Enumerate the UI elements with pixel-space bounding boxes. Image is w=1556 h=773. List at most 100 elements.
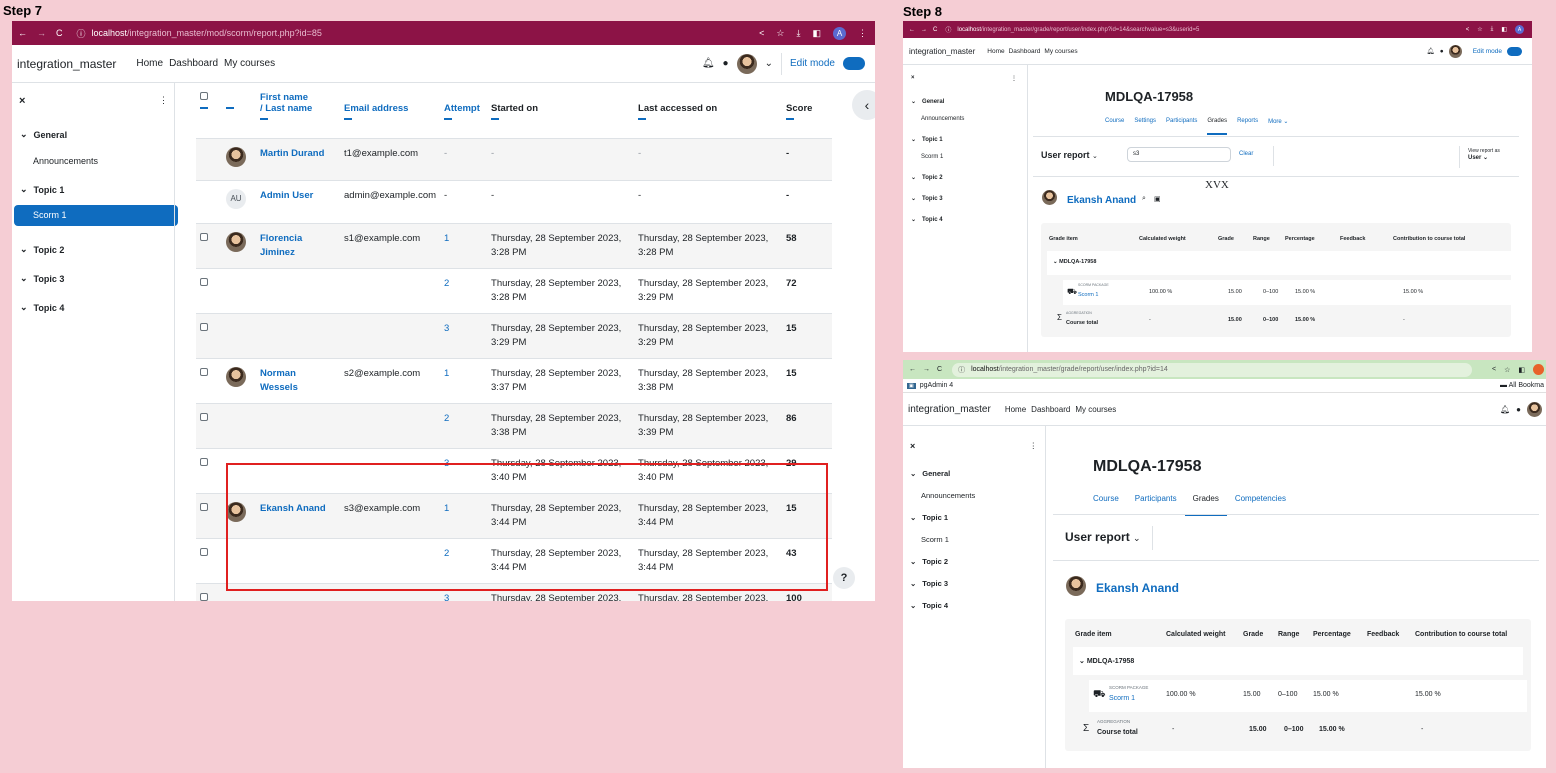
col-email[interactable]: Email address [340,84,441,139]
nav-my-courses[interactable]: My courses [1075,404,1117,414]
section-topic-2[interactable]: ⌄ Topic 2 [910,557,948,566]
back-icon[interactable]: ← [909,366,916,373]
sidepanel-icon[interactable]: ◧ [812,27,821,38]
tab-course[interactable]: Course [1105,118,1125,124]
drawer-menu-icon[interactable]: ⋮ [159,95,168,105]
col-started-on[interactable]: Started on [487,84,635,139]
grade-item-link[interactable]: Scorm 1 [1109,695,1136,702]
item-scorm-1[interactable]: Scorm 1 [921,535,949,544]
reload-icon[interactable]: C [933,26,938,33]
tab-participants[interactable]: Participants [1166,118,1198,124]
user-avatar[interactable] [1448,44,1462,58]
row-checkbox[interactable] [200,232,208,241]
col-name[interactable]: First name / Last name [256,84,340,139]
section-topic-3[interactable]: ⌄ Topic 3 [910,579,948,588]
nav-dashboard[interactable]: Dashboard [1031,404,1071,414]
chevron-down-icon[interactable]: ⌄ [764,58,773,69]
item-announcements[interactable]: Announcements [921,491,976,500]
item-scorm-1[interactable]: Scorm 1 [921,154,944,160]
profile-card-icon[interactable]: ▣ [1154,196,1161,203]
edit-mode-toggle[interactable] [1507,46,1522,56]
row-checkbox[interactable] [200,322,208,331]
section-topic-1[interactable]: ⌄ Topic 1 [910,513,948,522]
edit-mode-toggle[interactable] [843,57,865,70]
notification-bell-icon[interactable]: 🔔︎ [701,58,715,69]
section-topic-2[interactable]: ⌄ Topic 2 [20,244,65,255]
sidepanel-icon[interactable]: ◧ [1518,366,1525,374]
tab-settings[interactable]: Settings [1134,118,1157,124]
user-avatar[interactable] [226,501,246,522]
address-bar[interactable]: ⓘ localhost/integration_master/grade/repo… [945,25,1199,35]
profile-avatar[interactable] [1533,364,1544,375]
forward-icon[interactable]: → [921,26,927,33]
section-topic-1[interactable]: ⌄ Topic 1 [911,136,943,144]
user-avatar[interactable] [226,146,246,167]
row-checkbox[interactable] [200,502,208,511]
attempt-link[interactable]: 3 [444,592,450,602]
drawer-menu-icon[interactable]: ⋮ [1011,76,1017,82]
row-checkbox[interactable] [200,412,208,421]
item-announcements[interactable]: Announcements [33,156,99,166]
grade-item-link[interactable]: Scorm 1 [1078,292,1099,298]
user-name-link[interactable]: Martin Durand [260,147,325,159]
col-last-accessed[interactable]: Last accessed on [634,84,783,139]
nav-home[interactable]: Home [136,58,164,69]
share-icon[interactable]: < [759,28,765,38]
section-general[interactable]: ⌄ General [910,469,951,478]
tab-grades[interactable]: Grades [1184,494,1227,516]
attempt-link[interactable]: 2 [444,412,450,424]
bookmark-star-icon[interactable]: ☆ [1504,366,1511,374]
attempt-link[interactable]: 3 [444,322,450,334]
col-attempt[interactable]: Attempt [440,84,488,139]
report-selector[interactable]: User report ⌄ [1065,530,1141,544]
messages-icon[interactable]: ● [1516,404,1521,414]
reload-icon[interactable]: C [56,28,63,38]
row-checkbox[interactable] [200,367,208,376]
attempt-link[interactable]: 1 [444,232,450,244]
share-icon[interactable]: < [1492,366,1497,373]
close-drawer-icon[interactable]: × [19,95,26,107]
nav-my-courses[interactable]: My courses [224,58,276,69]
report-user-name[interactable]: Ekansh Anand [1067,195,1137,206]
category-row[interactable]: ⌄ MDLQA-17958 [1047,251,1511,275]
nav-home[interactable]: Home [1004,404,1027,414]
section-topic-3[interactable]: ⌄ Topic 3 [20,273,65,284]
row-checkbox[interactable] [200,457,208,466]
tab-competencies[interactable]: Competencies [1234,494,1286,503]
user-avatar[interactable] [1527,401,1542,417]
chevron-left-icon[interactable]: ‹ [852,90,875,120]
item-announcements[interactable]: Announcements [921,116,965,122]
user-avatar[interactable] [226,231,246,252]
message-icon[interactable]: ⌕ [1142,195,1146,202]
section-topic-2[interactable]: ⌄ Topic 2 [911,174,943,182]
menu-kebab-icon[interactable]: ⋮ [858,27,867,38]
back-icon[interactable]: ← [18,28,27,38]
notification-bell-icon[interactable]: 🔔︎ [1426,48,1435,55]
tab-participants[interactable]: Participants [1134,494,1177,503]
bookmark-pgadmin[interactable]: pgAdmin 4 [919,382,954,389]
profile-avatar[interactable]: A [1515,25,1524,34]
download-icon[interactable]: ⤓ [1490,26,1494,32]
attempt-link[interactable]: 2 [444,547,450,559]
item-scorm-1[interactable]: Scorm 1 [14,205,178,226]
bookmark-star-icon[interactable]: ☆ [1477,27,1483,33]
site-name[interactable]: integration_master [909,46,976,56]
view-report-as[interactable]: View report as User ⌄ [1468,148,1500,161]
address-bar[interactable]: ⓘ localhost/integration_master/grade/repo… [952,362,1473,377]
nav-my-courses[interactable]: My courses [1044,47,1078,55]
forward-icon[interactable]: → [923,366,930,373]
all-bookmarks[interactable]: ▬ All Bookma [1500,382,1544,389]
section-topic-3[interactable]: ⌄ Topic 3 [911,195,943,203]
close-drawer-icon[interactable]: × [910,441,916,451]
share-icon[interactable]: < [1465,26,1470,33]
col-score[interactable]: Score [782,84,832,139]
close-drawer-icon[interactable]: × [911,75,915,81]
address-bar[interactable]: ⓘ localhost/integration_master/mod/scorm… [77,27,322,40]
row-checkbox[interactable] [200,592,208,601]
notification-bell-icon[interactable]: 🔔︎ [1500,404,1511,414]
tab-more[interactable]: More ⌄ [1268,119,1289,125]
user-avatar[interactable] [226,366,246,387]
section-topic-4[interactable]: ⌄ Topic 4 [20,302,65,313]
site-name[interactable]: integration_master [17,56,117,71]
messages-icon[interactable]: ● [1439,47,1444,55]
